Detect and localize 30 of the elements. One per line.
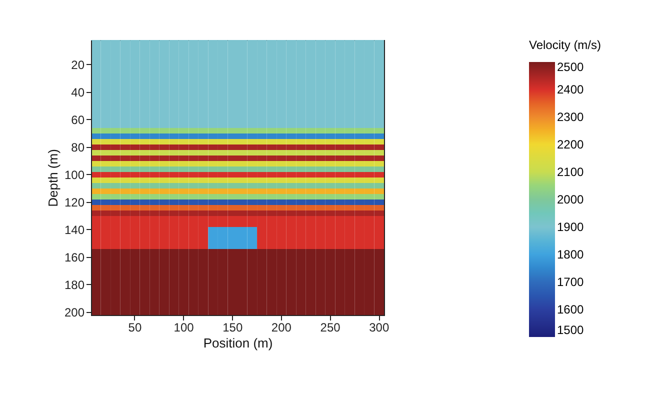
color-bar-label: 2100 (557, 165, 584, 179)
x-tick-label: 200 (271, 320, 292, 334)
y-tick-label: 80 (71, 140, 85, 154)
color-bar-label: 2200 (557, 138, 584, 152)
x-tick-label: 100 (174, 320, 194, 334)
color-bar-title: Velocity (m/s) (529, 38, 602, 52)
y-tick-label: 100 (64, 168, 85, 182)
color-bar-label: 1600 (557, 302, 584, 316)
y-tick-label: 60 (71, 112, 85, 127)
color-bar-label: 2500 (557, 60, 584, 74)
x-tick-label: 50 (128, 320, 142, 334)
color-bar-label: 1500 (557, 323, 584, 337)
y-tick-label: 140 (64, 222, 85, 237)
color-bar-label: 1700 (557, 275, 584, 289)
y-tick-label: 120 (64, 195, 85, 210)
y-axis-title: Depth (m) (45, 149, 60, 207)
x-tick-label: 150 (222, 320, 243, 334)
color-bar-label: 2000 (557, 192, 584, 206)
y-tick-label: 200 (64, 305, 85, 320)
x-tick-label: 250 (320, 320, 341, 334)
color-bar-label: 1900 (557, 220, 584, 234)
color-bar-label: 2300 (557, 110, 584, 124)
color-bar-label: 2400 (557, 82, 584, 96)
y-tick-label: 40 (71, 85, 85, 100)
color-bar-label: 1800 (557, 248, 584, 262)
y-tick-label: 160 (64, 250, 85, 264)
y-tick-label: 20 (71, 58, 85, 72)
y-tick-label: 180 (64, 278, 85, 292)
x-tick-label: 300 (369, 320, 390, 334)
x-axis-title: Position (m) (203, 336, 273, 350)
